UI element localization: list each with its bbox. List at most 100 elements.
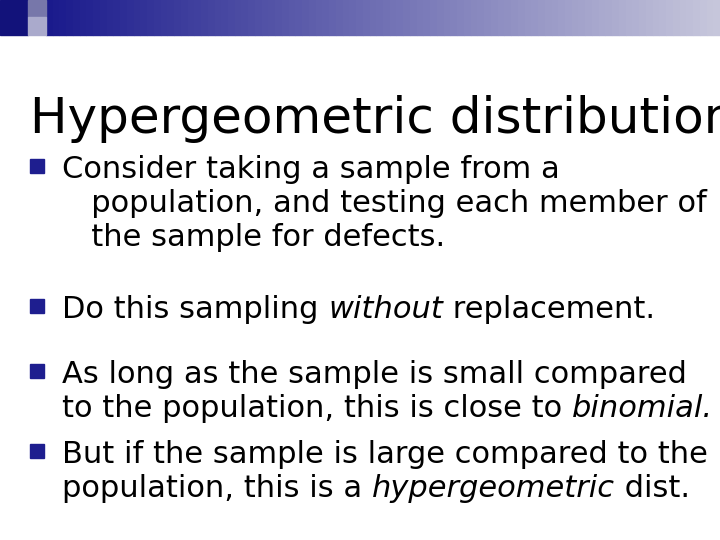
Bar: [700, 0, 706, 35]
Bar: [53, 0, 60, 35]
Bar: [606, 0, 612, 35]
Bar: [511, 0, 518, 35]
Text: replacement.: replacement.: [443, 295, 655, 324]
Bar: [599, 0, 606, 35]
Bar: [30, 159, 44, 173]
Bar: [80, 0, 86, 35]
Bar: [282, 0, 289, 35]
Bar: [154, 0, 161, 35]
Bar: [349, 0, 356, 35]
Bar: [491, 0, 498, 35]
Bar: [201, 0, 208, 35]
Bar: [451, 0, 457, 35]
Bar: [706, 0, 714, 35]
Bar: [289, 0, 295, 35]
Bar: [538, 0, 545, 35]
Text: Consider taking a sample from a: Consider taking a sample from a: [62, 155, 559, 184]
Bar: [383, 0, 390, 35]
Bar: [93, 0, 100, 35]
Bar: [66, 0, 73, 35]
Bar: [363, 0, 369, 35]
Bar: [235, 0, 241, 35]
Text: population, and testing each member of: population, and testing each member of: [62, 189, 707, 218]
Bar: [248, 0, 255, 35]
Bar: [572, 0, 578, 35]
Bar: [626, 0, 632, 35]
Bar: [46, 0, 53, 35]
Bar: [585, 0, 592, 35]
Text: Do this sampling: Do this sampling: [62, 295, 328, 324]
Bar: [100, 0, 107, 35]
Bar: [444, 0, 451, 35]
Bar: [369, 0, 377, 35]
Bar: [632, 0, 639, 35]
Bar: [672, 0, 680, 35]
Bar: [714, 0, 720, 35]
Bar: [504, 0, 511, 35]
Bar: [660, 0, 666, 35]
Bar: [315, 0, 323, 35]
Bar: [269, 0, 275, 35]
Bar: [612, 0, 619, 35]
Bar: [28, 0, 46, 17]
Bar: [531, 0, 538, 35]
Bar: [127, 0, 134, 35]
Bar: [390, 0, 397, 35]
Bar: [181, 0, 187, 35]
Bar: [275, 0, 282, 35]
Bar: [558, 0, 565, 35]
Bar: [295, 0, 302, 35]
Bar: [578, 0, 585, 35]
Bar: [356, 0, 363, 35]
Bar: [221, 0, 228, 35]
Bar: [430, 0, 437, 35]
Bar: [680, 0, 686, 35]
Text: the sample for defects.: the sample for defects.: [62, 223, 445, 252]
Bar: [377, 0, 383, 35]
Bar: [0, 0, 28, 35]
Bar: [552, 0, 558, 35]
Bar: [693, 0, 700, 35]
Bar: [194, 0, 201, 35]
Bar: [397, 0, 403, 35]
Bar: [107, 0, 114, 35]
Bar: [134, 0, 140, 35]
Text: dist.: dist.: [615, 474, 690, 503]
Bar: [302, 0, 309, 35]
Bar: [309, 0, 315, 35]
Bar: [241, 0, 248, 35]
Bar: [403, 0, 410, 35]
Bar: [343, 0, 349, 35]
Bar: [73, 0, 80, 35]
Bar: [471, 0, 477, 35]
Bar: [686, 0, 693, 35]
Bar: [646, 0, 652, 35]
Bar: [86, 0, 93, 35]
Bar: [464, 0, 471, 35]
Bar: [457, 0, 464, 35]
Bar: [174, 0, 181, 35]
Bar: [147, 0, 154, 35]
Bar: [329, 0, 336, 35]
Text: to the population, this is close to: to the population, this is close to: [62, 394, 572, 423]
Bar: [215, 0, 221, 35]
Bar: [140, 0, 147, 35]
Bar: [545, 0, 552, 35]
Bar: [565, 0, 572, 35]
Bar: [518, 0, 525, 35]
Bar: [410, 0, 417, 35]
Bar: [30, 444, 44, 458]
Bar: [167, 0, 174, 35]
Bar: [261, 0, 269, 35]
Text: binomial.: binomial.: [572, 394, 713, 423]
Text: hypergeometric: hypergeometric: [372, 474, 615, 503]
Bar: [336, 0, 343, 35]
Text: Hypergeometric distribution: Hypergeometric distribution: [30, 95, 720, 143]
Bar: [30, 299, 44, 313]
Text: without: without: [328, 295, 443, 324]
Text: As long as the sample is small compared: As long as the sample is small compared: [62, 360, 687, 389]
Bar: [30, 364, 44, 378]
Bar: [525, 0, 531, 35]
Bar: [255, 0, 261, 35]
Bar: [323, 0, 329, 35]
